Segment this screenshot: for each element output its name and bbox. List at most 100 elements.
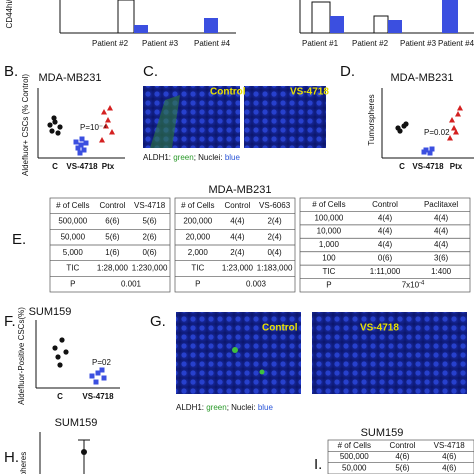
table-cell: 4(4) (378, 227, 393, 236)
table-cell: 0.001 (121, 279, 142, 288)
x-tick-label: C (399, 162, 405, 171)
table-cell: 100 (322, 254, 336, 263)
x-tick-label: Ptx (102, 162, 115, 171)
panel-label: G. (150, 313, 166, 330)
table-cell: 10,000 (317, 227, 342, 236)
caption-part: green (206, 403, 226, 412)
x-tick-label: Patient #1 (302, 39, 339, 48)
point (93, 379, 99, 385)
annotation: P=0.02 (424, 128, 450, 137)
stain (259, 369, 265, 375)
point (78, 142, 84, 148)
panel-label: H. (4, 449, 19, 466)
caption-part: ALDH1: (143, 153, 173, 162)
table-cell: 2(4) (267, 232, 282, 241)
point (457, 105, 463, 111)
point (453, 129, 459, 135)
panel-title: MDA-MB231 (39, 72, 102, 84)
table-cell: 0.003 (246, 279, 267, 288)
x-tick-label: C (52, 162, 58, 171)
table-cell: 1:183,000 (257, 264, 293, 273)
table-cell: 1(6) (105, 248, 120, 257)
point (451, 125, 457, 131)
panel-title: MDA-MB231 (391, 72, 454, 84)
point (427, 150, 433, 156)
table-cell: 4(4) (378, 240, 393, 249)
table-cell: 5(6) (105, 232, 120, 241)
panel-title: SUM159 (29, 306, 72, 318)
x-tick-label: Patient #2 (352, 39, 389, 48)
point (81, 449, 87, 455)
panel-title: MDA-MB231 (209, 184, 272, 196)
table-cell: 2(4) (230, 248, 245, 257)
point (57, 124, 63, 130)
point (81, 147, 87, 153)
annotation: P=02 (92, 358, 111, 367)
y-axis-label: pheres (19, 452, 28, 474)
table-cell: 100,000 (314, 213, 343, 222)
point (51, 115, 57, 121)
point (101, 109, 107, 115)
panel-a-bars (59, 0, 474, 34)
table-cell: 0(6) (378, 254, 393, 263)
x-tick-label: VS-4718 (66, 162, 98, 171)
caption-part: ; Nuclei: (194, 153, 225, 162)
table-cell: 5,000 (63, 248, 84, 257)
table-cell: 5(6) (142, 217, 157, 226)
point (47, 122, 53, 128)
y-axis-label: Tumorspheres (367, 94, 376, 145)
table-cell: Control (390, 441, 416, 450)
image-label: Control (262, 323, 298, 334)
table-border (327, 439, 474, 474)
point (95, 370, 101, 376)
table-cell: 4(4) (434, 213, 449, 222)
caption: ALDH1: green; Nuclei: blue (143, 153, 241, 162)
point (63, 349, 69, 355)
point (89, 373, 95, 379)
caption-part: ; Nuclei: (227, 403, 258, 412)
caption-part: blue (258, 403, 274, 412)
table-cell: TIC (66, 264, 79, 273)
point (55, 354, 61, 360)
caption-part: ALDH1: (176, 403, 206, 412)
point (101, 375, 107, 381)
table-cell: 7x10-4 (402, 280, 425, 290)
table-cell: 0(6) (142, 248, 157, 257)
table-cell: 200,000 (183, 217, 212, 226)
table-cell: 1:400 (431, 267, 452, 276)
x-tick-label: Patient #4 (194, 39, 231, 48)
table-cell: 1:23,000 (222, 264, 254, 273)
point (109, 129, 115, 135)
micrograph (244, 86, 326, 148)
point (397, 128, 403, 134)
micrograph (176, 312, 301, 394)
table-cell: VS-4718 (134, 201, 166, 210)
table-cell: # of Cells (56, 201, 89, 210)
table-cell: 4(4) (434, 227, 449, 236)
table-cell: 4(4) (434, 240, 449, 249)
table-cell: 0(4) (267, 248, 282, 257)
table-cell: 4(6) (442, 452, 457, 461)
panel-label: B. (4, 63, 18, 80)
table-cell: # of Cells (312, 200, 345, 209)
table-cell: # of Cells (338, 441, 371, 450)
panel-title: SUM159 (55, 417, 98, 429)
table-cell: TIC (191, 264, 204, 273)
annotation: P=10⁻⁴ (80, 123, 107, 132)
y-axis-label: CD44hi/ (5, 0, 14, 28)
point (49, 128, 55, 134)
micrograph (312, 312, 467, 394)
point (57, 362, 63, 368)
caption: ALDH1: green; Nuclei: blue (176, 403, 274, 412)
image-label: VS-4718 (360, 323, 399, 334)
point (52, 345, 58, 351)
table-cell: 5(6) (395, 463, 410, 472)
table-cell: 20,000 (186, 232, 211, 241)
y-axis-label: Aldefluor-Positive CSCs(%) (17, 307, 26, 405)
panel-label: I. (314, 456, 322, 473)
caption-part: blue (225, 153, 241, 162)
table-cell: 1:28,000 (97, 264, 129, 273)
table-cell: P (195, 279, 200, 288)
panel-title: SUM159 (361, 427, 404, 439)
